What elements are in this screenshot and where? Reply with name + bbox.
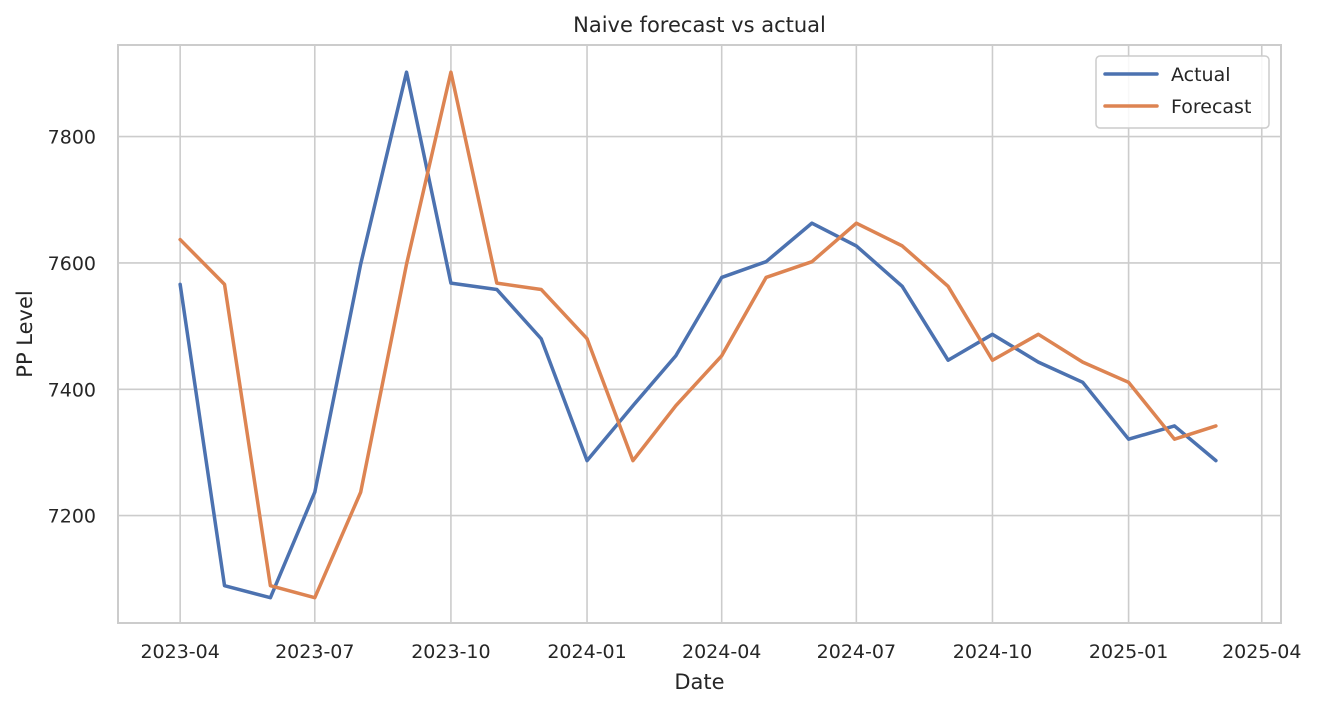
x-tick-label: 2025-01 [1089,641,1168,663]
x-tick-label: 2024-04 [682,641,761,663]
legend-label-forecast: Forecast [1171,96,1251,118]
chart-title: Naive forecast vs actual [573,13,826,37]
plot-area-frame [117,44,1282,624]
y-axis-title: PP Level [13,290,37,377]
x-tick-label: 2025-04 [1222,641,1301,663]
y-tick-label: 7200 [48,506,96,528]
x-tick-label: 2023-07 [275,641,354,663]
series-line-actual [178,70,1218,600]
x-tick-label: 2024-07 [817,641,896,663]
legend-label-actual: Actual [1171,64,1231,86]
y-tick-label: 7600 [48,253,96,275]
y-tick-label: 7800 [48,127,96,149]
tick-labels: 2023-04 2023-07 2023-10 2024-01 2024-04 2024-… [48,127,1302,663]
series-layer [178,70,1218,600]
x-axis-title: Date [674,670,724,694]
x-tick-label: 2023-10 [411,641,490,663]
x-tick-label: 2024-01 [547,641,626,663]
y-tick-label: 7400 [48,379,96,401]
legend: Actual Forecast [1095,55,1270,129]
x-tick-label: 2024-10 [953,641,1032,663]
grid [118,45,1281,623]
x-tick-label: 2023-04 [140,641,219,663]
series-line-forecast [178,70,1218,600]
